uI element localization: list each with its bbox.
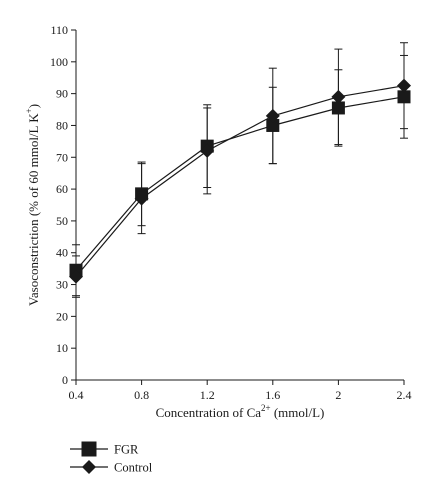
legend-marker-square	[81, 441, 97, 457]
x-tick-label: 2.4	[397, 388, 412, 402]
y-tick-label: 40	[56, 246, 68, 260]
y-tick-label: 20	[56, 309, 68, 323]
y-tick-label: 110	[50, 23, 68, 37]
legend-item-control: Control	[70, 460, 153, 475]
data-point-control	[69, 269, 83, 284]
legend-item-fgr: FGR	[70, 441, 139, 457]
x-axis-label-prefix: Concentration of Ca	[156, 405, 262, 420]
y-axis-label: Vasoconstriction (% of 60 mmol/L K+)	[24, 104, 41, 306]
data-point-control	[265, 108, 280, 123]
x-axis-ticks: 0.4 0.8 1.2 1.6 2 2.4	[69, 380, 412, 402]
legend-label-fgr: FGR	[114, 443, 139, 457]
x-tick-label: 1.6	[265, 388, 280, 402]
y-tick-label: 60	[56, 182, 68, 196]
legend: FGR Control	[70, 441, 153, 475]
data-point-control	[134, 191, 149, 206]
x-axis-label-sup: 2+	[261, 403, 271, 413]
y-tick-label: 10	[56, 341, 68, 355]
x-tick-label: 0.8	[134, 388, 149, 402]
data-point-control	[200, 143, 215, 158]
data-point-control	[397, 78, 411, 93]
y-tick-label: 30	[56, 278, 68, 292]
y-tick-label: 80	[56, 118, 68, 132]
y-tick-label: 100	[50, 55, 68, 69]
x-axis-label-suffix: (mmol/L)	[271, 405, 325, 420]
y-axis-label-suffix: )	[26, 104, 41, 108]
x-axis-label: Concentration of Ca2+ (mmol/L)	[156, 403, 325, 420]
y-axis-label-prefix: Vasoconstriction (% of 60 mmol/L K	[26, 113, 41, 306]
series-line-fgr	[75, 96, 405, 271]
series-control	[69, 42, 411, 298]
series-line-control	[75, 85, 405, 277]
plot-area: 0 10 20 30 40 50 60 70 80 90 100 110 0.4 0.8 1.2 1.6 2 2…	[50, 23, 412, 402]
y-tick-label: 0	[62, 373, 68, 387]
x-tick-label: 1.2	[200, 388, 215, 402]
legend-label-control: Control	[114, 461, 153, 475]
y-axis-ticks: 0 10 20 30 40 50 60 70 80 90 100 110	[50, 23, 76, 387]
y-tick-label: 90	[56, 87, 68, 101]
series-fgr	[69, 54, 411, 297]
y-tick-label: 70	[56, 150, 68, 164]
x-tick-label: 0.4	[69, 388, 84, 402]
data-point-control	[331, 89, 346, 104]
x-tick-label: 2	[335, 388, 341, 402]
series-layer	[69, 42, 411, 298]
legend-marker-diamond	[82, 460, 96, 474]
y-tick-label: 50	[56, 214, 68, 228]
y-axis-label-sup: +	[24, 108, 34, 113]
